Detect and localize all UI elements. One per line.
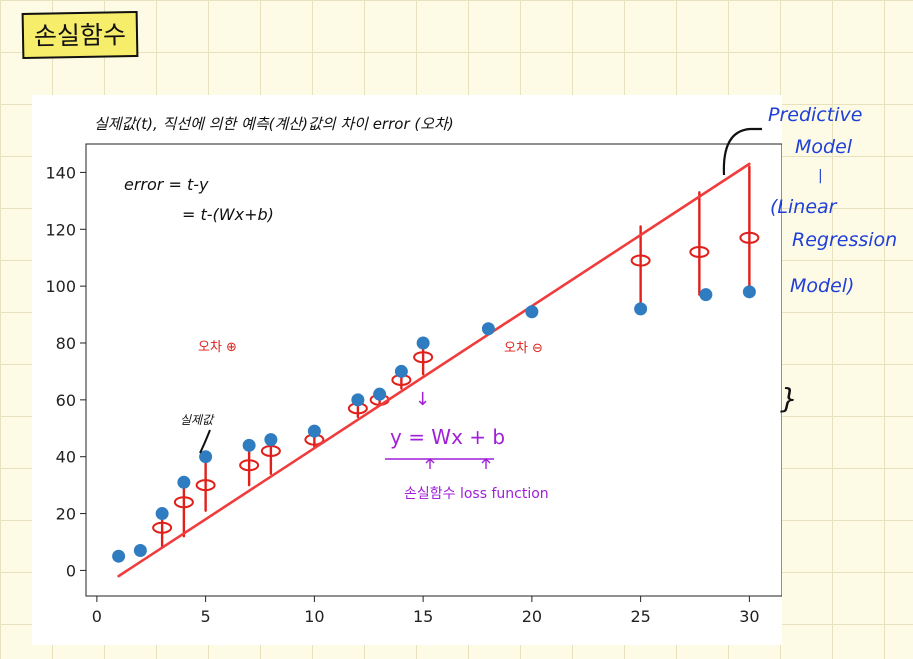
y-tick-label: 100 [45,277,76,296]
y-tick-label: 80 [56,334,76,353]
regression-line [117,162,751,578]
actual-value-pointer-stroke [199,429,211,454]
data-points-layer [112,285,756,563]
y-tick-label: 60 [56,391,76,410]
data-point [416,336,430,350]
data-point [199,450,213,464]
y-tick-label: 40 [56,448,76,467]
annotation-title: 실제값(t), 직선에 의한 예측(계산)값의 차이 error (오차) [94,115,454,133]
data-point [242,438,256,452]
data-point [481,322,495,336]
error-circle-mark [739,231,760,244]
data-point [742,285,756,299]
y-tick-label: 0 [66,561,76,580]
annotation-error-plus: 오차 ⊕ [198,340,237,355]
data-point [373,387,387,401]
error-circle-mark [152,521,173,534]
error-circle-mark [413,351,434,364]
plot-card: 0 5 10 15 20 25 30 0 20 40 60 80 100 120 140 실제값(t), 직… [32,95,782,645]
x-tick-label: 5 [201,607,211,626]
formula-b-arrow [481,458,491,469]
annotation-model-pipe: | [818,168,823,184]
axes-layer: 0 5 10 15 20 25 30 0 20 40 60 80 100 120 140 [45,143,782,626]
error-circle-mark [195,479,216,492]
annotation-formula: y = Wx + b [390,425,506,449]
plot-frame [85,143,782,597]
annotation-model-line4: Regression [792,229,898,251]
annotation-error-minus: 오차 ⊖ [504,341,543,356]
data-point [699,288,713,302]
x-tick-label: 25 [630,607,650,626]
x-tick-label: 10 [304,607,324,626]
annotation-loss-function: 손실함수 loss function [404,486,549,502]
annotation-model-line5: Model) [790,275,855,297]
page-heading: 손실함수 [21,10,139,60]
data-point [264,433,278,447]
error-circle-mark [689,246,710,259]
annotation-model-line3: (Linear [770,196,837,218]
x-tick-label: 15 [413,607,433,626]
formula-w-arrow [425,458,435,469]
annotation-side-mark: } [780,382,798,415]
data-point [525,305,539,319]
data-point [177,475,191,489]
data-point [307,424,321,438]
x-tick-label: 0 [92,607,102,626]
annotation-down-arrow: ↓ [415,389,431,410]
error-circle-mark [173,496,194,509]
annotation-model-line2: Model [795,136,853,158]
data-point [155,507,169,521]
data-point [112,549,126,563]
annotation-actual-value: 실제값 [180,413,214,427]
regression-line-layer [117,162,751,578]
data-point [351,393,365,407]
data-point [394,364,408,378]
data-point [634,302,648,316]
annotation-error-line2: = t-(Wx+b) [182,205,274,224]
annotation-model-line1: Predictive [768,104,863,126]
annotation-strokes [199,127,762,469]
x-tick-label: 20 [522,607,542,626]
y-tick-label: 140 [45,163,76,182]
y-tick-label: 20 [56,505,76,524]
data-point [133,544,147,558]
model-pointer-stroke [722,127,762,176]
annotation-error-line1: error = t-y [124,175,209,194]
scatter-chart: 0 5 10 15 20 25 30 0 20 40 60 80 100 120 140 [45,127,782,626]
x-tick-label: 30 [739,607,759,626]
error-circle-mark [239,459,260,472]
error-circle-mark [630,254,651,267]
y-tick-label: 120 [45,220,76,239]
